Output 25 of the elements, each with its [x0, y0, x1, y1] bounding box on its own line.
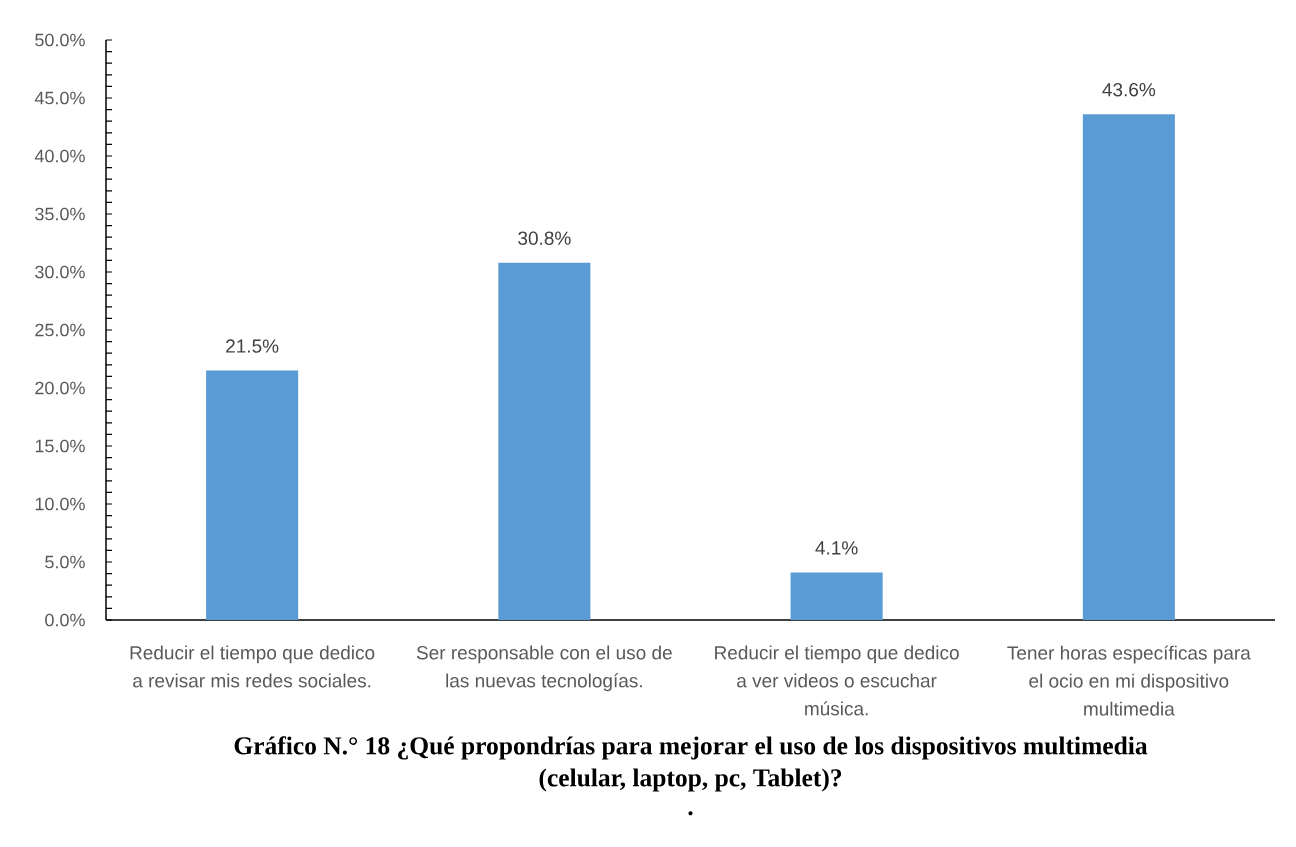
- text: Gráfico N.° 18 ¿Qué propondrías para mejorar el uso de los dispositivos multimedia (celular, laptop, pc, Tablet)?: [234, 736, 1148, 792]
- y-tick-label: 20.0%: [35, 381, 85, 395]
- y-tick-label: 15.0%: [35, 439, 85, 453]
- data-label: 21.5%: [226, 339, 279, 353]
- bar: [206, 370, 299, 620]
- x-tick-label: Ser responsable con el uso de las nuevas tecnologías.: [416, 645, 672, 692]
- x-tick-label: Reducir el tiempo que dedico a revisar mis redes sociales.: [130, 645, 375, 688]
- y-tick-label: 45.0%: [34, 91, 85, 105]
- y-tick-label: 30.0%: [35, 265, 85, 279]
- y-tick-label: 25.0%: [35, 323, 85, 337]
- bar: [498, 262, 591, 620]
- y-tick-label: 40.0%: [34, 149, 85, 163]
- bar: [1082, 114, 1175, 620]
- data-label: 4.1%: [815, 541, 858, 555]
- data-label: 30.8%: [518, 231, 571, 245]
- y-tick-label: 10.0%: [35, 497, 85, 511]
- y-tick-label: 50.0%: [35, 33, 85, 47]
- x-tick-label: Reducir el tiempo que dedico a ver videos o escuchar música.: [715, 645, 959, 716]
- x-tick-label: Tener horas específicas para el ocio en mi dispositivo multimedia: [1007, 645, 1251, 716]
- y-tick-label: 5.0%: [45, 555, 85, 569]
- y-tick-label: 35.0%: [35, 207, 85, 221]
- text: .: [688, 811, 693, 816]
- data-label: 43.6%: [1102, 82, 1156, 97]
- bar: [790, 572, 883, 620]
- y-tick-label: 0.0%: [45, 613, 85, 627]
